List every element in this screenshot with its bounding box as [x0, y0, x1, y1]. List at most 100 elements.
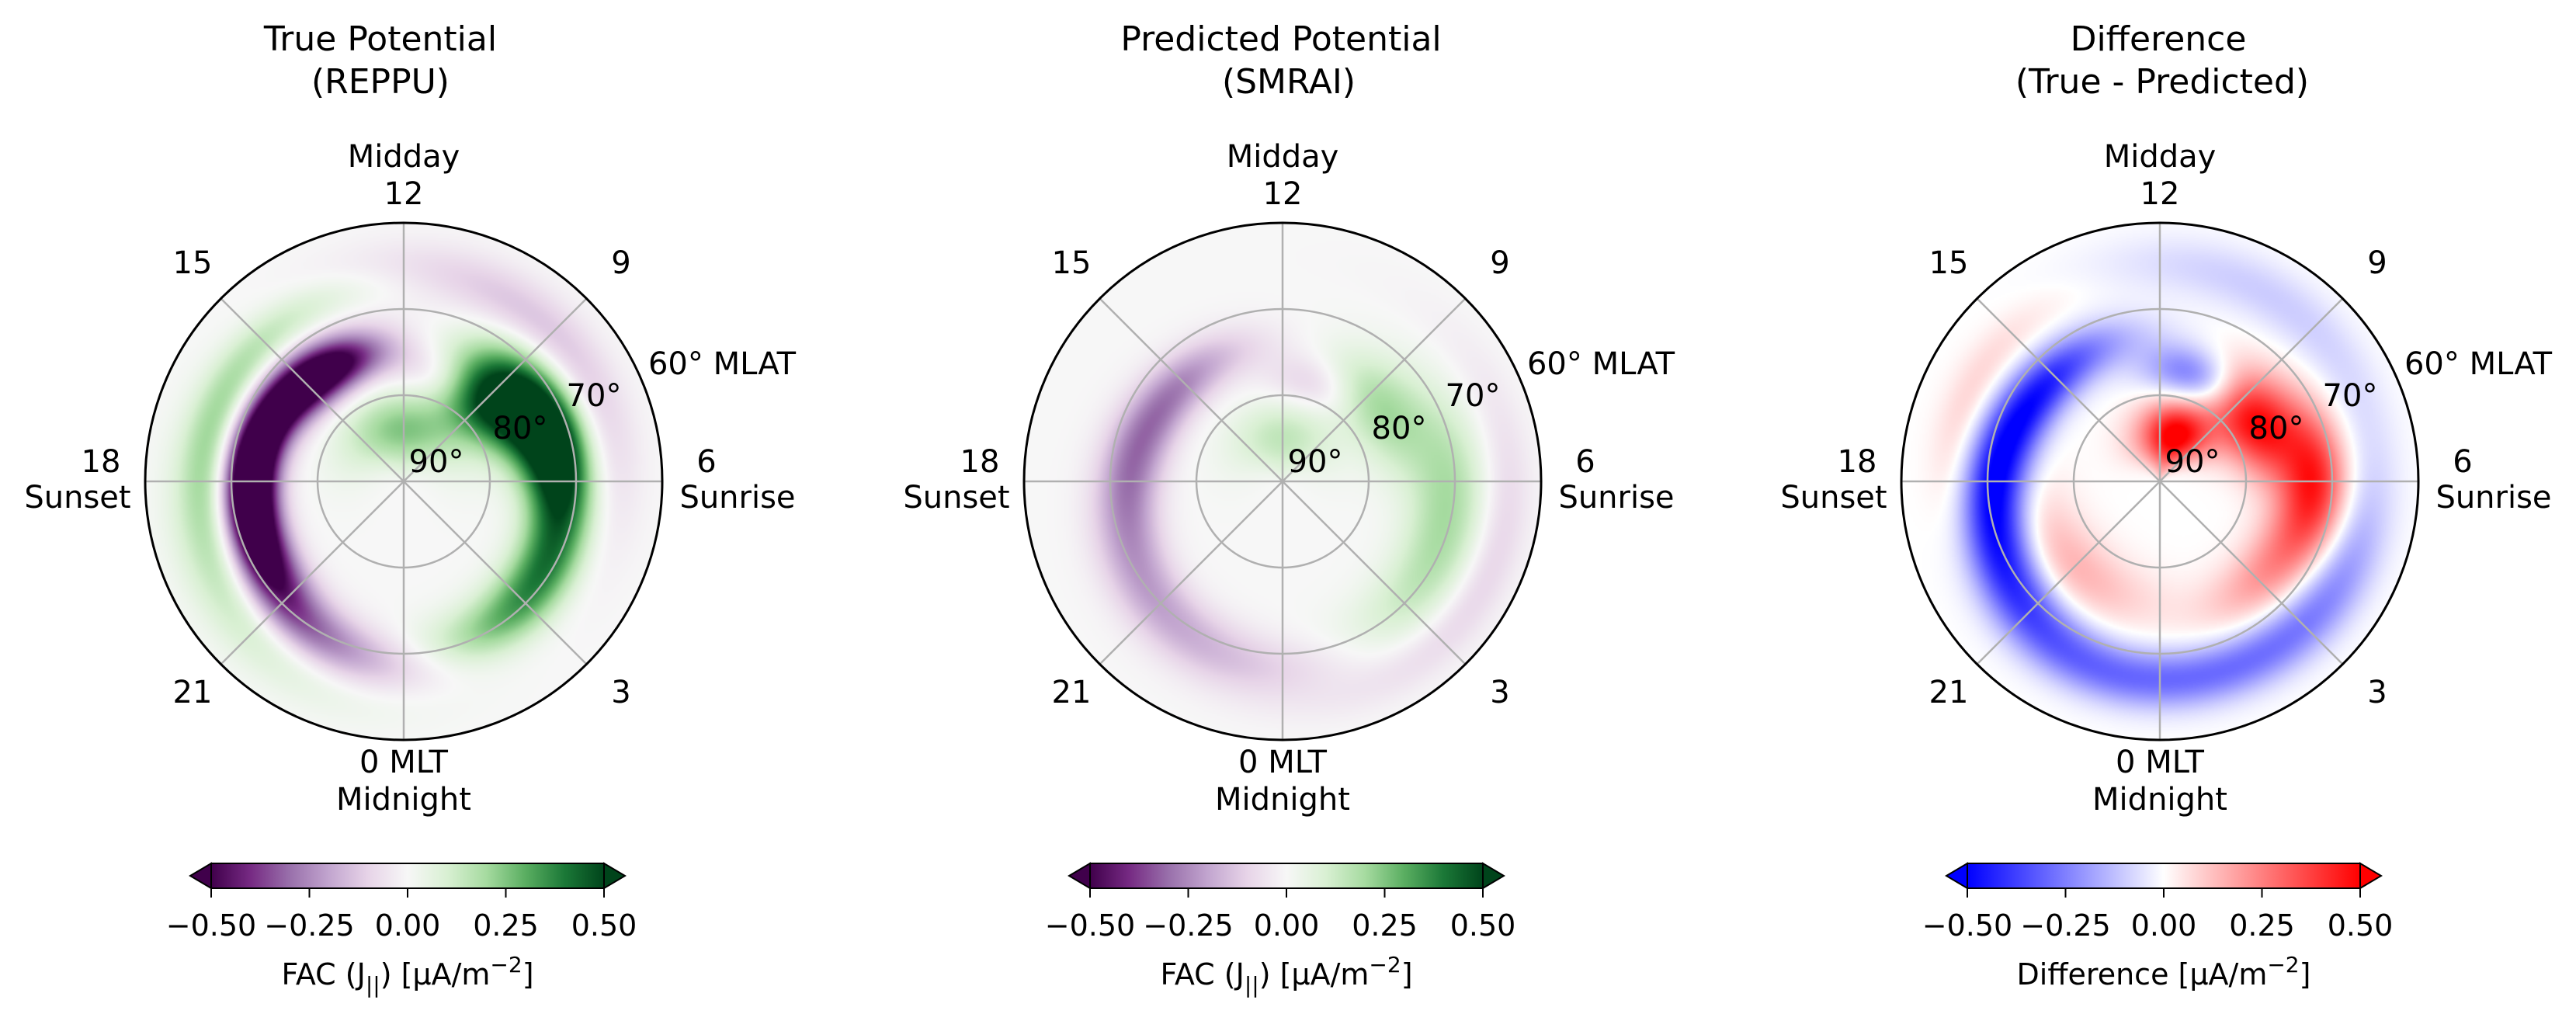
hour-label-0: 0 MLT [359, 745, 448, 780]
colorbar-tick-label: 0.50 [571, 908, 637, 943]
colorbar-extend-left [1945, 862, 1968, 890]
hour-label-18: 18 [1838, 444, 1877, 480]
panel-title-line2: (SMRAI) [1222, 62, 1356, 102]
colorbar-tick-label: 0.00 [2131, 908, 2197, 943]
hour-label-6: 6 [2453, 444, 2472, 480]
colorbar-tick-label: −0.50 [1045, 908, 1135, 943]
colorbar-extend-left [189, 862, 212, 890]
radial-label-60: 60° MLAT [1527, 346, 1675, 382]
mlt-gridline [220, 297, 404, 482]
hour-label-3: 3 [1490, 675, 1509, 710]
hour-label-15: 15 [173, 245, 213, 281]
colorbar-ticks [210, 888, 605, 898]
hour-label-3: 3 [611, 675, 630, 710]
colorbar-tick-label: 0.25 [473, 908, 539, 943]
radial-label-90: 90° [409, 444, 464, 480]
radial-label-70: 70° [1446, 378, 1501, 414]
colorbar-gradient [210, 863, 605, 889]
hour-label-12-top: Midday [348, 139, 460, 175]
colorbar-label: FAC (J||) [µA/m−2] [281, 952, 533, 998]
colorbar-extend-right [603, 862, 627, 890]
mlt-gridline [2159, 481, 2344, 665]
hour-label-18: 18 [960, 444, 1000, 480]
hour-label-0-sub: Midnight [2092, 782, 2227, 818]
radial-label-80: 80° [1372, 411, 1427, 446]
hour-label-12: 12 [384, 176, 424, 212]
colorbar-extend-right [1482, 862, 1505, 890]
mlt-gridline [1282, 481, 1467, 665]
mlt-gridline [1099, 481, 1283, 665]
hour-label-12: 12 [2140, 176, 2180, 212]
hour-label-9: 9 [1490, 245, 1509, 281]
outer-boundary [1022, 221, 1543, 741]
mlt-gridline [403, 481, 588, 665]
colorbar-tick-label: −0.50 [166, 908, 256, 943]
panel-difference: Difference (True - Predicted) Midday 12 … [1780, 19, 2552, 991]
hour-label-9: 9 [2367, 245, 2387, 281]
hour-label-6-sub: Sunrise [679, 480, 795, 516]
colorbar: −0.50 −0.25 0.00 0.25 0.50 FAC (J||) [µA… [166, 862, 637, 998]
colorbar-gradient [1089, 863, 1484, 889]
colorbar-tick-label: −0.25 [2020, 908, 2110, 943]
hour-label-18: 18 [82, 444, 121, 480]
colorbar-tick-label: 0.50 [2328, 908, 2394, 943]
hour-label-12-top: Midday [2104, 139, 2217, 175]
outer-boundary [1900, 221, 2420, 741]
hour-label-18-sub: Sunset [1780, 480, 1887, 516]
mlt-gridline [1976, 481, 2161, 665]
radial-label-80: 80° [2249, 411, 2304, 446]
outer-boundary [144, 221, 664, 741]
colorbar-tick-label: 0.25 [1352, 908, 1418, 943]
hour-label-21: 21 [173, 675, 213, 710]
radial-label-70: 70° [2323, 378, 2378, 414]
hour-label-6: 6 [696, 444, 716, 480]
colorbar-extend-left [1068, 862, 1091, 890]
hour-label-12-top: Midday [1227, 139, 1339, 175]
polar-grid [144, 221, 664, 741]
colorbar-tick-label: −0.25 [264, 908, 354, 943]
hour-label-0: 0 MLT [1238, 745, 1327, 780]
hour-label-15: 15 [1052, 245, 1092, 281]
mlt-gridline [1099, 297, 1283, 482]
mlt-gridline [403, 297, 588, 482]
colorbar-tick-label: −0.50 [1922, 908, 2012, 943]
panel-predicted-potential: Predicted Potential (SMRAI) Midday 12 15… [903, 19, 1675, 998]
hour-label-12: 12 [1263, 176, 1303, 212]
colorbar-label: FAC (J||) [µA/m−2] [1160, 952, 1412, 998]
hour-label-21: 21 [1929, 675, 1969, 710]
hour-label-6-sub: Sunrise [2435, 480, 2551, 516]
hour-label-6-sub: Sunrise [1558, 480, 1674, 516]
colorbar-ticks [1967, 888, 2361, 898]
panel-title-line1: Predicted Potential [1120, 19, 1441, 59]
mlt-gridline [1282, 297, 1467, 482]
colorbar-gradient [1967, 863, 2361, 889]
radial-label-90: 90° [1288, 444, 1343, 480]
hour-label-3: 3 [2367, 675, 2387, 710]
radial-label-70: 70° [567, 378, 622, 414]
colorbar-label: Difference [µA/m−2] [2017, 952, 2311, 991]
panel-title-line1: Difference [2071, 19, 2247, 59]
colorbar-extend-right [2359, 862, 2383, 890]
hour-label-18-sub: Sunset [903, 480, 1009, 516]
hour-label-6: 6 [1575, 444, 1595, 480]
panel-true-potential: True Potential (REPPU) Midday 12 15 9 18… [24, 19, 796, 998]
panel-title-line2: (True - Predicted) [2015, 62, 2309, 102]
hour-label-0: 0 MLT [2116, 745, 2204, 780]
mlt-gridline [2159, 297, 2344, 482]
colorbar-tick-label: 0.25 [2229, 908, 2295, 943]
polar-grid [1022, 221, 1543, 741]
radial-label-90: 90° [2165, 444, 2220, 480]
radial-label-60: 60° MLAT [648, 346, 797, 382]
hour-label-18-sub: Sunset [24, 480, 130, 516]
colorbar: −0.50 −0.25 0.00 0.25 0.50 FAC (J||) [µA… [1045, 862, 1516, 998]
colorbar-tick-label: 0.50 [1450, 908, 1516, 943]
colorbar: −0.50 −0.25 0.00 0.25 0.50 Difference [µ… [1922, 862, 2394, 991]
hour-label-15: 15 [1929, 245, 1969, 281]
mlt-gridline [1976, 297, 2161, 482]
polar-grid [1900, 221, 2420, 741]
colorbar-tick-label: 0.00 [375, 908, 441, 943]
hour-label-9: 9 [611, 245, 630, 281]
panel-title-line2: (REPPU) [311, 62, 450, 102]
hour-label-0-sub: Midnight [336, 782, 471, 818]
